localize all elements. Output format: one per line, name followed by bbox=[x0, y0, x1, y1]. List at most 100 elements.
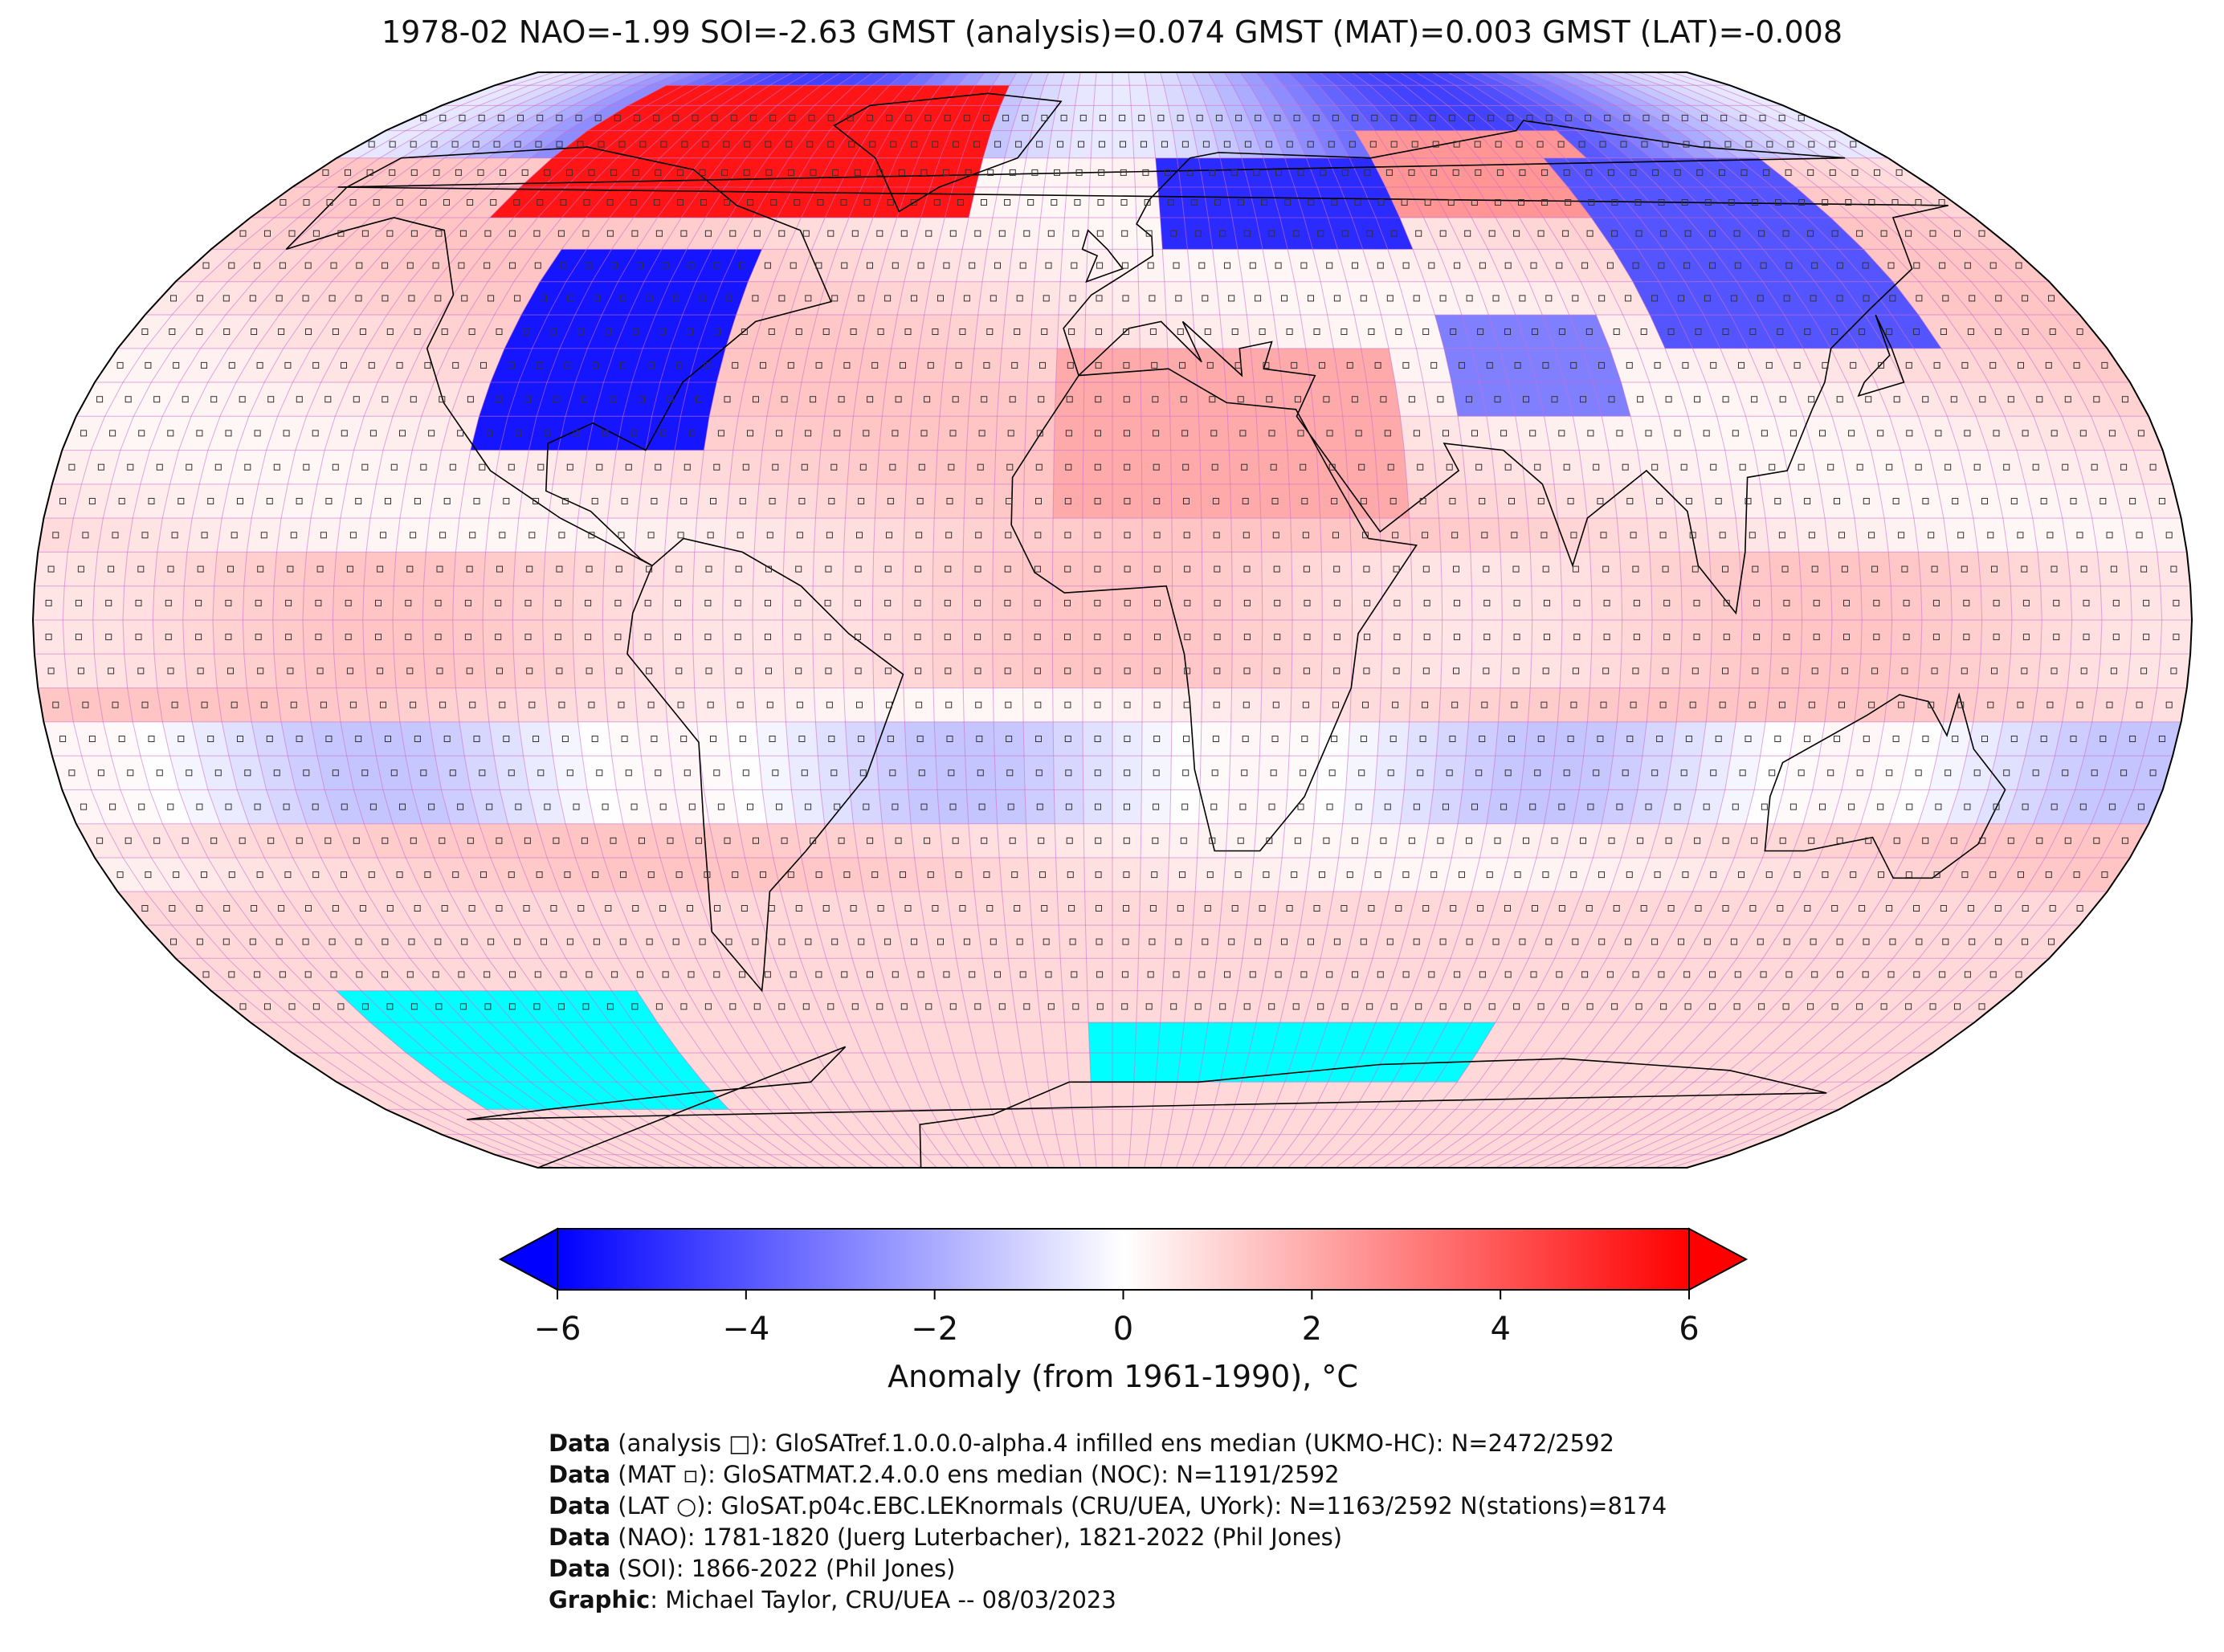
analysis-marker bbox=[254, 971, 261, 978]
grid-cell bbox=[1754, 450, 1790, 484]
grid-cell bbox=[1472, 85, 1523, 106]
grid-cell bbox=[1004, 1082, 1032, 1110]
grid-cell bbox=[1136, 218, 1163, 250]
grid-cell bbox=[1392, 1053, 1432, 1083]
grid-cell bbox=[1057, 315, 1086, 349]
grid-cell bbox=[552, 130, 608, 158]
grid-cell bbox=[1160, 990, 1188, 1022]
grid-cell bbox=[567, 105, 628, 131]
analysis-marker bbox=[1738, 871, 1745, 879]
grid-cell bbox=[1500, 552, 1532, 586]
grid-cell bbox=[1830, 585, 1863, 620]
grid-cell bbox=[728, 1109, 777, 1135]
grid-cell bbox=[1373, 105, 1415, 131]
grid-cell bbox=[934, 483, 965, 519]
grid-cell bbox=[1613, 249, 1659, 282]
grid-cell bbox=[1597, 1109, 1658, 1135]
grid-cell bbox=[1133, 1053, 1158, 1083]
analysis-marker bbox=[1749, 905, 1757, 912]
grid-cell bbox=[1530, 654, 1562, 688]
grid-cell bbox=[451, 157, 509, 187]
analysis-marker bbox=[699, 938, 706, 945]
grid-cell bbox=[1458, 789, 1492, 824]
grid-cell bbox=[1131, 105, 1153, 131]
grid-cell bbox=[2017, 823, 2063, 858]
analysis-marker bbox=[606, 1003, 614, 1010]
grid-cell bbox=[914, 348, 947, 382]
grid-cell bbox=[708, 1109, 759, 1135]
grid-cell bbox=[1349, 1053, 1386, 1083]
analysis-marker bbox=[1606, 971, 1614, 978]
caption-line: Graphic: Michael Taylor, CRU/UEA -- 08/0… bbox=[549, 1585, 1116, 1615]
grid-cell bbox=[1363, 187, 1400, 218]
grid-cell bbox=[1285, 789, 1317, 824]
grid-cell bbox=[449, 891, 495, 925]
grid-cell bbox=[43, 721, 82, 757]
analysis-marker bbox=[1395, 905, 1402, 912]
grid-cell bbox=[1515, 891, 1555, 925]
analysis-marker bbox=[508, 871, 515, 879]
grid-cell bbox=[820, 789, 854, 824]
grid-cell bbox=[777, 1134, 821, 1155]
grid-cell bbox=[966, 416, 998, 451]
grid-cell bbox=[1455, 1134, 1504, 1155]
grid-cell bbox=[1972, 315, 2025, 349]
grid-cell bbox=[466, 130, 528, 158]
grid-cell bbox=[1002, 891, 1032, 925]
grid-cell bbox=[1932, 823, 1977, 858]
grid-cell bbox=[1373, 924, 1408, 959]
grid-cell bbox=[664, 518, 697, 553]
grid-cell bbox=[546, 72, 602, 86]
analysis-marker bbox=[1096, 1003, 1104, 1010]
grid-cell bbox=[1085, 281, 1112, 316]
analysis-marker bbox=[541, 938, 547, 945]
grid-cell bbox=[786, 483, 818, 519]
analysis-marker bbox=[1682, 871, 1689, 879]
meridian-gridline bbox=[1287, 72, 1443, 1168]
grid-cell bbox=[649, 72, 698, 86]
grid-cell bbox=[1789, 924, 1838, 959]
grid-cell bbox=[1011, 105, 1039, 131]
grid-cell bbox=[832, 130, 871, 158]
analysis-marker bbox=[1317, 1003, 1324, 1010]
grid-cell bbox=[854, 1082, 891, 1110]
grid-cell bbox=[816, 1053, 855, 1083]
grid-cell bbox=[602, 620, 634, 655]
grid-cell bbox=[1567, 990, 1614, 1022]
grid-cell bbox=[700, 450, 733, 484]
grid-cell bbox=[470, 789, 508, 824]
grid-cell bbox=[1891, 585, 1922, 620]
grid-cell bbox=[2121, 687, 2157, 722]
grid-cell bbox=[696, 721, 730, 757]
grid-cell bbox=[2091, 518, 2128, 553]
grid-cell bbox=[1410, 1109, 1456, 1135]
grid-cell bbox=[341, 721, 377, 757]
grid-cell bbox=[1507, 1134, 1560, 1155]
grid-cell bbox=[333, 924, 384, 959]
grid-cell bbox=[1736, 924, 1785, 959]
analysis-marker bbox=[1954, 1003, 1961, 1010]
analysis-marker bbox=[249, 938, 256, 945]
grid-cell bbox=[1734, 382, 1775, 417]
grid-cell bbox=[1034, 958, 1063, 991]
grid-cell bbox=[1976, 416, 2018, 451]
grid-cell bbox=[1830, 858, 1876, 892]
grid-cell bbox=[1112, 483, 1142, 519]
grid-cell bbox=[1610, 348, 1650, 382]
grid-cell bbox=[1455, 1082, 1500, 1110]
grid-cell bbox=[1813, 249, 1867, 282]
grid-cell bbox=[850, 789, 883, 824]
grid-cell bbox=[736, 924, 774, 959]
grid-cell bbox=[2062, 687, 2098, 722]
grid-cell bbox=[1593, 85, 1653, 106]
grid-cell bbox=[2040, 620, 2072, 655]
analysis-marker bbox=[458, 971, 465, 978]
grid-cell bbox=[117, 891, 172, 925]
grid-cell bbox=[720, 1134, 769, 1155]
grid-cell bbox=[1908, 483, 1944, 519]
grid-cell bbox=[1610, 858, 1650, 892]
grid-cell bbox=[1696, 1134, 1765, 1155]
grid-cell bbox=[810, 105, 852, 131]
grid-cell bbox=[930, 1109, 964, 1135]
grid-cell bbox=[1195, 858, 1226, 892]
